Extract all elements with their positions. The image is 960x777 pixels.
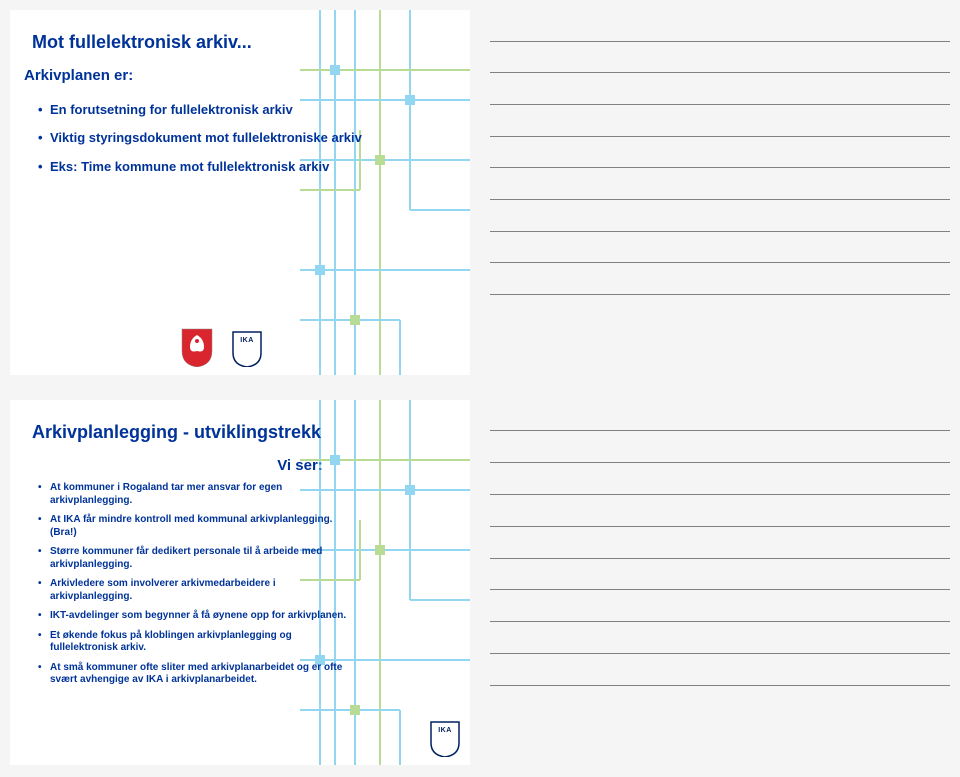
red-shield-icon <box>180 327 214 367</box>
note-line <box>490 137 950 168</box>
notes-area-1 <box>490 10 950 295</box>
notes-area-2 <box>490 400 950 686</box>
bullet-item: Arkivledere som involverer arkivmedarbei… <box>38 578 350 610</box>
note-line <box>490 463 950 495</box>
bullet-item: Eks: Time kommune mot fullelektronisk ar… <box>38 159 450 187</box>
note-line <box>490 654 950 686</box>
slide2-title: Arkivplanlegging - utviklingstrekk <box>10 400 470 453</box>
ika-shield-icon: IKA <box>430 721 460 757</box>
slide2-bullets: At kommuner i Rogaland tar mer ansvar fo… <box>10 480 470 694</box>
ika-label: IKA <box>240 337 254 344</box>
bullet-item: At små kommuner ofte sliter med arkivpla… <box>38 662 350 694</box>
note-line <box>490 105 950 137</box>
ika-label: IKA <box>438 727 452 734</box>
bullet-item: IKT-avdelinger som begynner å få øynene … <box>38 610 350 630</box>
bullet-item: Et økende fokus på kloblingen arkivplanl… <box>38 630 350 662</box>
logo-row: IKA <box>180 327 262 367</box>
note-line <box>490 42 950 73</box>
slide1-title: Mot fullelektronisk arkiv... <box>10 10 470 63</box>
note-line <box>490 200 950 232</box>
note-line <box>490 431 950 463</box>
slide-1: Mot fullelektronisk arkiv... Arkivplanen… <box>10 10 470 375</box>
note-line <box>490 495 950 527</box>
note-line <box>490 527 950 559</box>
slide1-subtitle: Arkivplanen er: <box>10 63 470 94</box>
slide1-bullets: En forutsetning for fullelektronisk arki… <box>10 94 470 187</box>
note-line <box>490 263 950 295</box>
note-line <box>490 73 950 105</box>
note-line <box>490 590 950 622</box>
bullet-item: At IKA får mindre kontroll med kommunal … <box>38 514 350 546</box>
bullet-item: Viktig styringsdokument mot fullelektron… <box>38 130 450 158</box>
note-line <box>490 168 950 200</box>
note-line <box>490 622 950 654</box>
ika-shield-icon: IKA <box>232 331 262 367</box>
bullet-item: Større kommuner får dedikert personale t… <box>38 546 350 578</box>
bullet-item: En forutsetning for fullelektronisk arki… <box>38 102 450 130</box>
note-line <box>490 559 950 590</box>
slide-2: Arkivplanlegging - utviklingstrekk Vi se… <box>10 400 470 765</box>
note-line <box>490 10 950 42</box>
logo-row: IKA <box>430 721 460 757</box>
note-line <box>490 400 950 431</box>
bullet-item: At kommuner i Rogaland tar mer ansvar fo… <box>38 482 350 514</box>
note-line <box>490 232 950 263</box>
